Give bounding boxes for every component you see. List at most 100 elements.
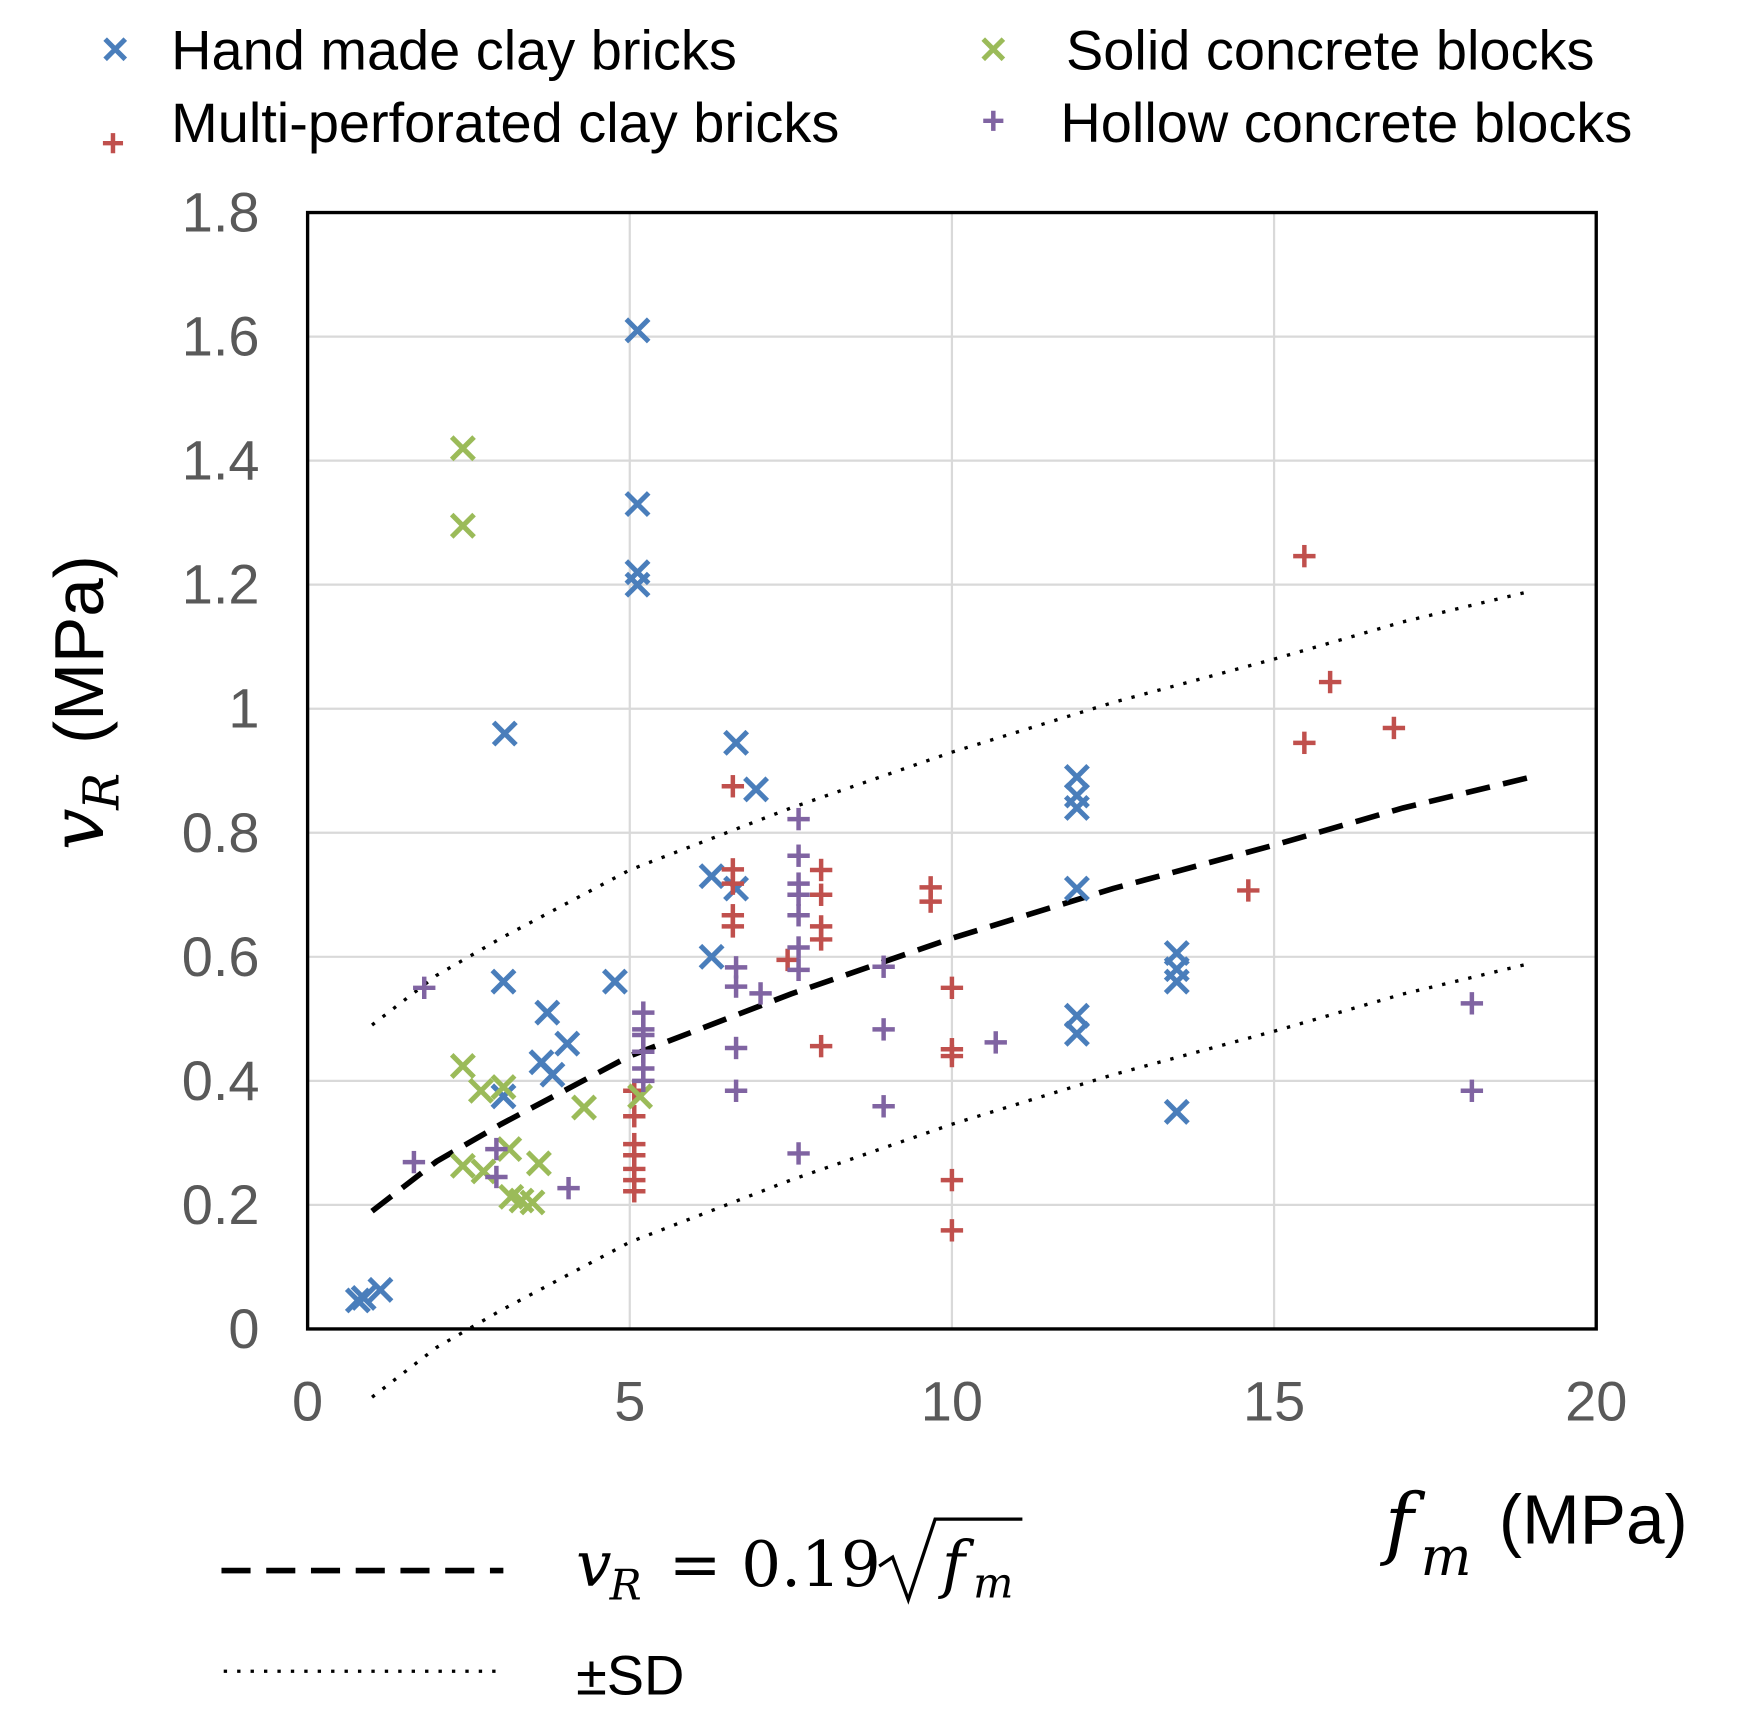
data-point	[776, 948, 799, 972]
data-point	[872, 955, 895, 978]
marker-stroke	[496, 1136, 523, 1163]
marker-stroke	[624, 491, 651, 518]
data-point	[872, 1018, 895, 1041]
legend-label-hollow-concrete: Hollow concrete blocks	[1060, 91, 1632, 154]
x-tick-label: 10	[921, 1370, 983, 1433]
data-point	[872, 1095, 895, 1118]
data-point	[1163, 968, 1190, 995]
data-point	[554, 1030, 581, 1057]
y-tick-label: 0	[228, 1297, 259, 1360]
data-point	[809, 1034, 833, 1058]
legend-label-solid-concrete: Solid concrete blocks	[1066, 18, 1594, 81]
marker-stroke	[490, 1083, 517, 1110]
tick-labels: 0 0.2 0.4 0.6 0.8 1 1.2 1.4 1.6 1.8 0 5 10 15 20	[182, 181, 1628, 1433]
legend-marker-1	[102, 133, 124, 154]
svg-text:f: f	[938, 1528, 975, 1601]
data-point	[627, 1083, 654, 1110]
marker-stroke	[743, 776, 770, 803]
svg-text:R: R	[609, 1562, 642, 1611]
marker-stroke	[528, 1049, 555, 1076]
data-point	[623, 1105, 646, 1128]
marker-stroke	[470, 1158, 497, 1185]
data-point	[534, 999, 561, 1026]
data-point	[1382, 716, 1406, 740]
data-point	[809, 883, 833, 906]
svg-text:m: m	[973, 1559, 1013, 1608]
data-point	[624, 571, 651, 598]
data-point	[571, 1094, 597, 1121]
marker-stroke	[525, 1150, 552, 1177]
marker-stroke	[350, 1284, 377, 1311]
data-point	[1460, 992, 1484, 1015]
fit-lines	[370, 589, 1533, 1399]
marker-stroke	[449, 1053, 476, 1079]
data-point	[698, 863, 725, 890]
data-point	[984, 1031, 1007, 1054]
data-point	[1318, 670, 1342, 694]
marker-stroke	[539, 1061, 566, 1088]
marker-stroke	[490, 968, 517, 995]
data-point	[723, 729, 750, 756]
x-tick-label: 20	[1565, 1370, 1627, 1433]
data-point	[623, 1180, 646, 1203]
svg-text:v: v	[35, 808, 121, 850]
data-point	[940, 1168, 964, 1192]
data-point	[787, 883, 810, 906]
marker-stroke	[1063, 794, 1090, 821]
data-point	[919, 890, 942, 913]
data-point	[470, 1158, 497, 1185]
x-tick-label: 0	[292, 1370, 323, 1433]
data-point	[787, 844, 810, 867]
marker-stroke	[554, 1030, 581, 1057]
upper-sd-line	[371, 589, 1533, 1027]
x-axis-label: f m (MPa)	[1380, 1477, 1688, 1588]
data-point	[632, 1069, 655, 1093]
data-point	[601, 968, 628, 995]
marker-stroke	[449, 1152, 476, 1179]
marker-stroke	[723, 875, 750, 902]
y-tick-label: 0.8	[182, 801, 260, 864]
data-point	[1460, 1079, 1484, 1102]
marker-stroke	[624, 571, 651, 598]
marker-stroke	[367, 1276, 394, 1303]
data-point	[721, 915, 745, 938]
data-point	[1063, 794, 1090, 821]
data-point	[413, 976, 436, 1000]
data-point	[724, 975, 748, 998]
marker-stroke	[571, 1094, 597, 1121]
data-point	[449, 1053, 476, 1079]
y-tick-label: 0.2	[182, 1173, 260, 1236]
lower-sd-line	[371, 961, 1533, 1399]
marker-stroke	[601, 968, 628, 995]
legend-marker-3	[983, 110, 1004, 131]
data-point	[485, 1165, 508, 1189]
data-point	[496, 1136, 523, 1163]
svg-text:R: R	[73, 773, 131, 811]
marker-stroke	[449, 512, 476, 539]
data-point	[1063, 763, 1090, 790]
marker-stroke	[490, 1074, 517, 1101]
sqrt-sign	[878, 1517, 1023, 1605]
y-tick-label: 1	[228, 677, 259, 740]
data-point	[402, 1150, 426, 1174]
data-point	[490, 968, 517, 995]
data-point	[1063, 1020, 1090, 1047]
y-axis-label: v R (MPa)	[35, 555, 131, 850]
legend: Hand made clay bricks Multi-perforated c…	[102, 18, 1632, 154]
data-point	[787, 807, 810, 831]
marker-stroke	[698, 863, 725, 890]
data-point	[525, 1150, 552, 1177]
marker-stroke	[491, 720, 518, 747]
mean-fit-line	[370, 774, 1533, 1214]
data-point	[940, 1044, 964, 1068]
data-point	[491, 720, 518, 747]
data-point	[724, 956, 748, 979]
data-point	[787, 904, 810, 927]
plot-frame	[305, 210, 1598, 1331]
marker-stroke	[698, 943, 725, 970]
svg-text:v: v	[576, 1528, 611, 1601]
y-tick-label: 0.6	[182, 925, 260, 988]
data-point	[624, 491, 651, 518]
y-tick-label: 0.4	[182, 1049, 260, 1112]
